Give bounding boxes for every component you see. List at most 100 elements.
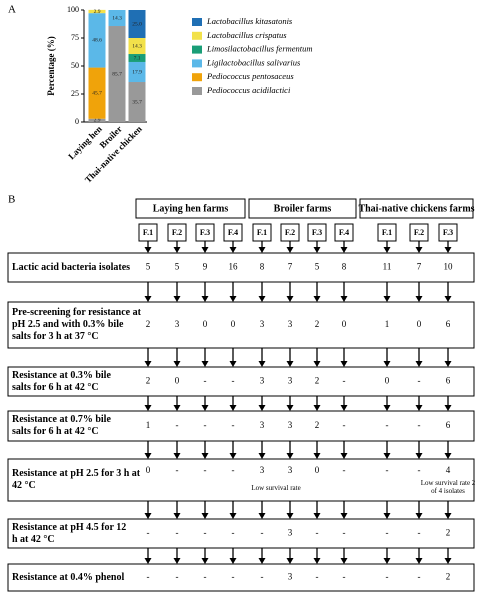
- farm-label: F.3: [200, 228, 210, 237]
- cell-value: 6: [446, 376, 451, 386]
- arrow-head: [383, 453, 391, 459]
- arrow-head: [258, 247, 266, 253]
- arrow-head: [144, 247, 152, 253]
- bar-segment: [108, 26, 126, 123]
- cell-value: 5: [315, 262, 320, 272]
- cell-value: 5: [175, 262, 180, 272]
- cell-value: -: [261, 572, 264, 582]
- cell-value: 8: [260, 262, 265, 272]
- row-label: Pre-screening for resistance at pH 2.5 a…: [12, 307, 141, 342]
- arrow-head: [444, 453, 452, 459]
- arrow-head: [286, 296, 294, 302]
- cell-value: 7: [288, 262, 293, 272]
- data-label: 2.9: [94, 9, 101, 15]
- note: Low survival rate 2 of 4 isolates: [420, 479, 476, 495]
- data-label: 45.7: [92, 90, 102, 96]
- arrow-head: [173, 453, 181, 459]
- cell-value: 4: [446, 465, 451, 475]
- cell-value: 7: [417, 262, 422, 272]
- arrow-head: [144, 558, 152, 564]
- group-box: [359, 198, 474, 219]
- data-label: 17.9: [132, 69, 142, 75]
- legend-swatch: [192, 87, 202, 95]
- cell-value: -: [204, 376, 207, 386]
- farm-label: F.2: [172, 228, 182, 237]
- cell-value: 3: [260, 465, 265, 475]
- cell-value: 5: [146, 262, 151, 272]
- data-label: 14.3: [132, 43, 142, 49]
- cell-value: -: [386, 420, 389, 430]
- cell-value: -: [386, 528, 389, 538]
- arrow-head: [444, 361, 452, 367]
- legend-label: Limosilactobacillus fermentum: [206, 44, 313, 54]
- cell-value: -: [147, 528, 150, 538]
- data-label: 25.0: [132, 21, 142, 27]
- arrow-head: [144, 361, 152, 367]
- legend-label: Lactobacillus kitasatonis: [206, 16, 293, 26]
- arrow-head: [173, 296, 181, 302]
- y-axis-title: Percentage (%): [46, 36, 56, 96]
- cell-value: 2: [446, 528, 451, 538]
- farm-label: F.2: [414, 228, 424, 237]
- arrow-head: [415, 453, 423, 459]
- arrow-head: [201, 453, 209, 459]
- cell-value: 0: [342, 319, 347, 329]
- arrow-head: [258, 453, 266, 459]
- legend-label: Pediococcus acidilactici: [206, 85, 291, 95]
- cell-value: 0: [231, 319, 236, 329]
- cell-value: -: [343, 572, 346, 582]
- arrow-head: [258, 513, 266, 519]
- cell-value: -: [204, 528, 207, 538]
- cell-value: 0: [203, 319, 208, 329]
- cell-value: 6: [446, 420, 451, 430]
- data-label: 35.7: [132, 99, 142, 105]
- arrow-head: [444, 296, 452, 302]
- arrow-head: [313, 405, 321, 411]
- row-box: [7, 563, 475, 592]
- row-label: Resistance at pH 2.5 for 3 h at 42 °C: [12, 468, 141, 491]
- cell-value: 3: [288, 572, 293, 582]
- arrow-head: [383, 361, 391, 367]
- farm-label: F.3: [312, 228, 322, 237]
- arrow-head: [340, 558, 348, 564]
- arrow-head: [229, 361, 237, 367]
- cell-value: -: [232, 465, 235, 475]
- cell-value: -: [386, 465, 389, 475]
- arrow-head: [444, 513, 452, 519]
- arrow-head: [229, 405, 237, 411]
- cell-value: 10: [444, 262, 454, 272]
- arrow-head: [201, 361, 209, 367]
- arrow-head: [173, 558, 181, 564]
- cell-value: -: [418, 420, 421, 430]
- arrow-head: [258, 558, 266, 564]
- row-box: [7, 252, 475, 283]
- bar-segment: [108, 10, 126, 27]
- cell-value: -: [176, 420, 179, 430]
- bar-segment: [88, 67, 106, 119]
- cell-value: 3: [288, 465, 293, 475]
- arrow-head: [173, 513, 181, 519]
- arrow-head: [415, 405, 423, 411]
- arrow-head: [444, 247, 452, 253]
- cell-value: -: [386, 572, 389, 582]
- row-label: Resistance at 0.4% phenol: [12, 571, 125, 583]
- arrow-head: [229, 247, 237, 253]
- arrow-head: [444, 405, 452, 411]
- data-label: 85.7: [112, 71, 122, 77]
- cell-value: 3: [260, 376, 265, 386]
- legend-label: Pediococcus pentosaceus: [206, 71, 294, 81]
- cell-value: 16: [229, 262, 239, 272]
- y-tick-label: 25: [71, 89, 79, 98]
- arrow-head: [415, 558, 423, 564]
- arrow-head: [383, 247, 391, 253]
- legend-swatch: [192, 59, 202, 68]
- farm-label: F.1: [382, 228, 392, 237]
- cell-value: -: [343, 465, 346, 475]
- arrow-head: [229, 296, 237, 302]
- group-box: [135, 198, 246, 219]
- cell-value: 8: [342, 262, 347, 272]
- arrow-head: [383, 513, 391, 519]
- cell-value: -: [176, 572, 179, 582]
- arrow-head: [313, 247, 321, 253]
- cell-value: -: [418, 528, 421, 538]
